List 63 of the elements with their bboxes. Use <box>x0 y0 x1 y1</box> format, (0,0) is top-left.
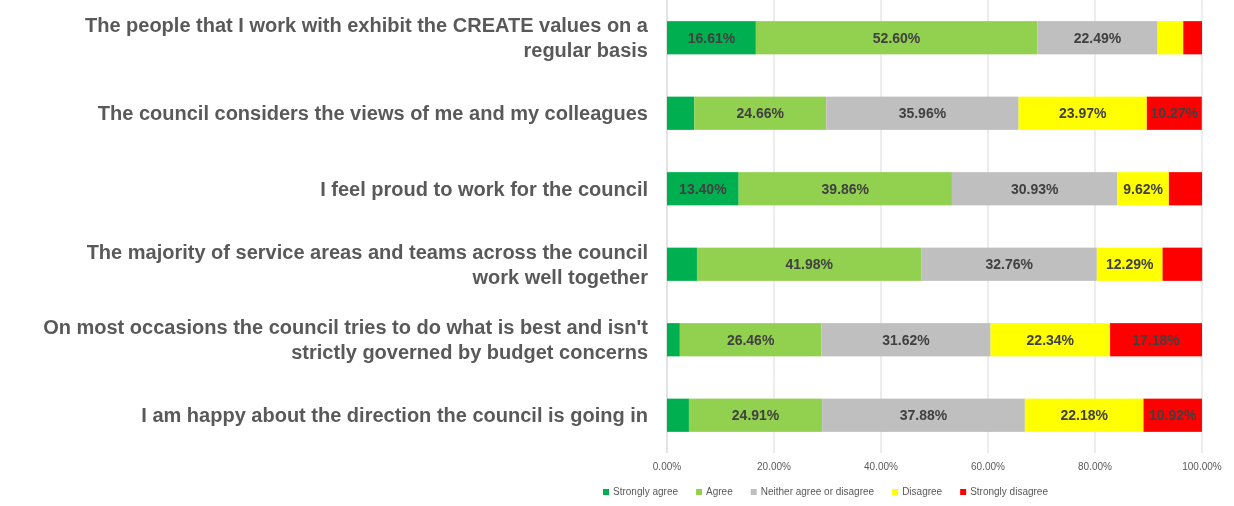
bar <box>1183 21 1202 55</box>
data-label: 22.34% <box>1026 331 1075 348</box>
y-tick-label: The people that I work with exhibit the CREATE values on a regular basis <box>84 14 649 62</box>
bar <box>694 96 827 130</box>
data-label: 30.93% <box>1010 180 1059 197</box>
bar <box>1018 96 1147 130</box>
bar <box>1110 323 1202 357</box>
data-label: 24.66% <box>736 105 785 122</box>
data-label: 23.97% <box>1058 105 1108 122</box>
data-label: 16.61% <box>687 29 736 46</box>
bar <box>1162 247 1203 281</box>
data-label: 39.86% <box>821 180 870 197</box>
bar <box>1157 21 1184 55</box>
data-label: 52.60% <box>872 29 921 46</box>
y-tick-label: The majority of service areas and teams across the council work well together <box>86 240 649 288</box>
legend-label: Disagree <box>902 486 943 497</box>
bar <box>821 323 991 357</box>
bar <box>1024 398 1144 432</box>
bar <box>822 398 1025 432</box>
bar <box>667 247 697 281</box>
data-label: 37.88% <box>899 407 948 424</box>
bar <box>667 398 689 432</box>
x-tick-label: 40.00% <box>864 461 899 472</box>
x-tick-label: 100.00% <box>1182 461 1222 472</box>
y-tick-label: On most occasions the council tries to do what is best and isn't strictly governed by budget concerns <box>43 316 649 364</box>
bar <box>951 172 1118 206</box>
legend-label: Neither agree or disagree <box>760 486 875 497</box>
data-label: 12.29% <box>1105 256 1154 273</box>
data-label: 10.92% <box>1148 407 1198 424</box>
data-label: 24.91% <box>731 407 780 424</box>
data-label: 22.49% <box>1073 29 1122 46</box>
x-tick-label: 60.00% <box>971 461 1006 472</box>
bar <box>667 323 680 357</box>
bar <box>755 21 1038 55</box>
data-label: 13.40% <box>679 180 728 197</box>
x-tick-label: 0.00% <box>652 461 682 472</box>
data-label: 9.62% <box>1123 180 1164 197</box>
data-label: 41.98% <box>785 256 834 273</box>
legend-label: Strongly disagree <box>970 486 1049 497</box>
bar <box>688 398 823 432</box>
y-tick-label: I feel proud to work for the council <box>320 177 648 200</box>
data-label: 31.62% <box>882 331 931 348</box>
bar <box>826 96 1019 130</box>
bar <box>1168 172 1203 206</box>
legend-label: Agree <box>706 486 734 497</box>
data-label: 17.18% <box>1132 331 1181 348</box>
y-tick-label: The council considers the views of me and my colleagues <box>97 102 648 125</box>
data-label: 22.18% <box>1060 407 1109 424</box>
bar <box>738 172 952 206</box>
x-tick-label: 20.00% <box>757 461 792 472</box>
bar <box>921 247 1097 281</box>
bar <box>667 96 695 130</box>
legend-label: Strongly agree <box>613 486 679 497</box>
data-label: 35.96% <box>898 105 947 122</box>
data-label: 26.46% <box>726 331 775 348</box>
x-tick-label: 80.00% <box>1078 461 1113 472</box>
bar <box>696 247 922 281</box>
bar <box>679 323 822 357</box>
data-label: 10.27% <box>1150 105 1199 122</box>
bar <box>1037 21 1158 55</box>
y-tick-label: I am happy about the direction the council is going in <box>141 404 648 427</box>
bar <box>990 323 1111 357</box>
data-label: 32.76% <box>985 256 1034 273</box>
